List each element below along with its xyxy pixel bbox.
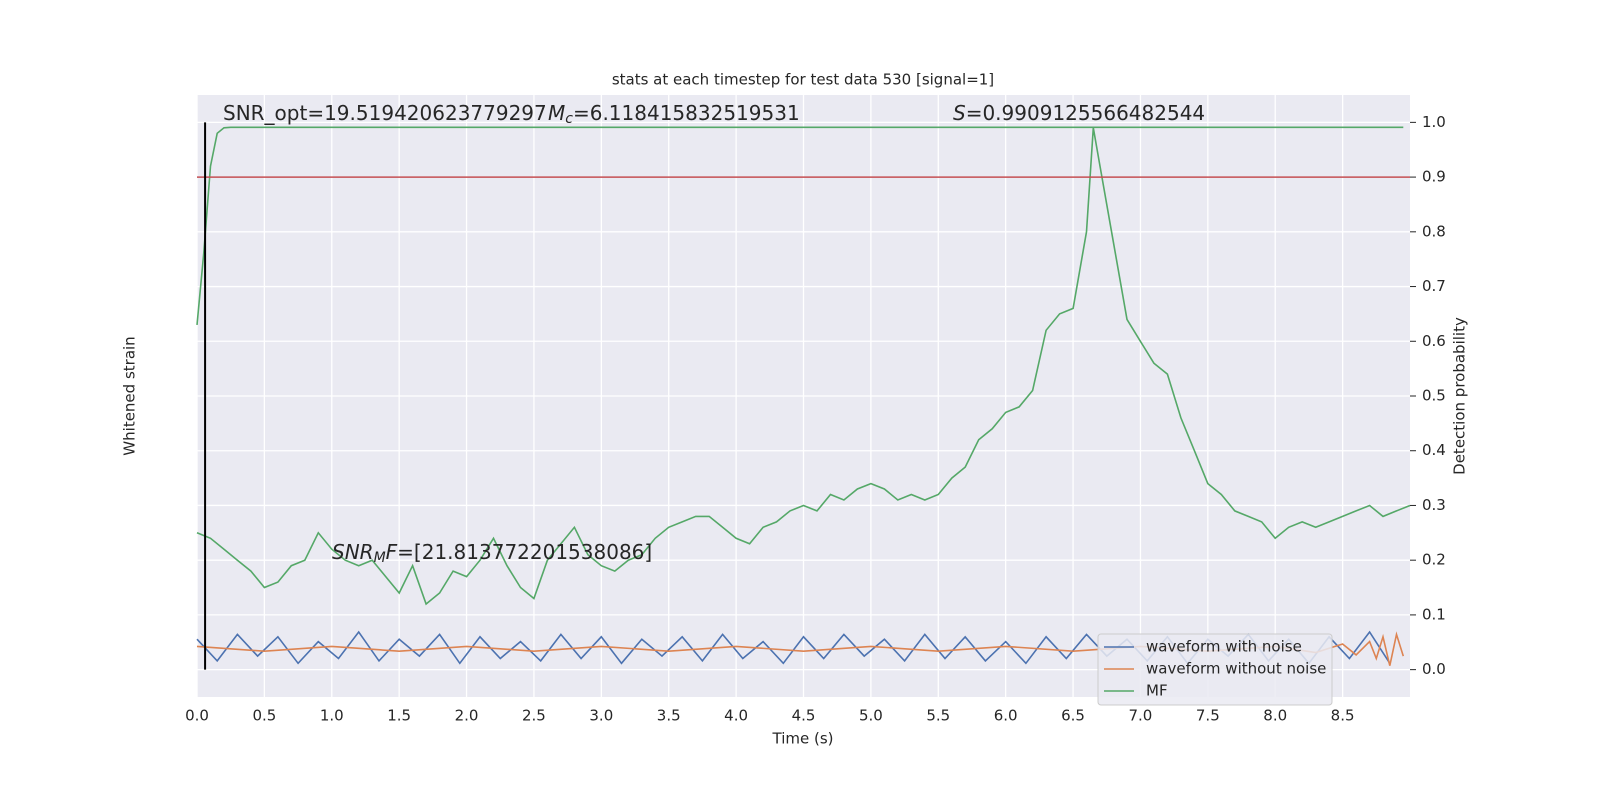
x-tick-label: 7.5 bbox=[1196, 707, 1220, 725]
annotation-part: =6.118415832519531 bbox=[573, 101, 800, 125]
annotation-part: M bbox=[548, 101, 565, 125]
y-tick-label: 0.9 bbox=[1422, 168, 1446, 186]
x-tick-label: 6.5 bbox=[1061, 707, 1085, 725]
x-tick-label: 4.0 bbox=[724, 707, 748, 725]
annotation: SNRMF=[21.813772201538086] bbox=[332, 540, 652, 567]
y-tick-label: 0.6 bbox=[1422, 332, 1446, 350]
y-tick-label: 0.4 bbox=[1422, 441, 1446, 459]
annotation-part: c bbox=[565, 111, 573, 127]
x-axis-label: Time (s) bbox=[772, 730, 834, 748]
x-tick-label: 7.0 bbox=[1129, 707, 1153, 725]
annotation-part: SNR_opt=19.519420623779297 bbox=[223, 101, 547, 125]
annotation-part: S bbox=[953, 101, 966, 125]
y-tick-label: 0.0 bbox=[1422, 660, 1446, 678]
x-tick-label: 3.0 bbox=[589, 707, 613, 725]
annotation-part: M bbox=[374, 550, 386, 566]
x-tick-label: 0.5 bbox=[252, 707, 276, 725]
cumulative-line bbox=[196, 126, 1404, 325]
legend-label: MF bbox=[1146, 682, 1168, 700]
y2-axis-label: Whitened strain bbox=[121, 336, 139, 455]
series-line bbox=[196, 127, 1411, 606]
x-tick-label: 1.5 bbox=[387, 707, 411, 725]
x-tick-label: 3.5 bbox=[657, 707, 681, 725]
annotation-part: F bbox=[386, 540, 398, 564]
annotation-part: =0.9909125566482544 bbox=[966, 101, 1205, 125]
x-tick-label: 1.0 bbox=[320, 707, 344, 725]
x-tick-label: 0.0 bbox=[185, 707, 209, 725]
annotation-part: SNR bbox=[332, 540, 374, 564]
x-tick-label: 6.0 bbox=[994, 707, 1018, 725]
x-tick-label: 5.5 bbox=[926, 707, 950, 725]
y-tick-label: 0.7 bbox=[1422, 277, 1446, 295]
y-axis-label: Detection probability bbox=[1451, 317, 1469, 475]
y-tick-label: 1.0 bbox=[1422, 113, 1446, 131]
annotation: Mc=6.118415832519531 bbox=[548, 101, 800, 128]
chart-title: stats at each timestep for test data 530… bbox=[612, 71, 994, 89]
annotation: SNR_opt=19.519420623779297 bbox=[223, 101, 547, 125]
x-tick-label: 4.5 bbox=[792, 707, 816, 725]
y-tick-label: 0.5 bbox=[1422, 387, 1446, 405]
x-tick-label: 8.5 bbox=[1331, 707, 1355, 725]
legend-box bbox=[1097, 633, 1333, 706]
x-tick-label: 2.0 bbox=[455, 707, 479, 725]
y-tick-label: 0.1 bbox=[1422, 605, 1446, 623]
x-tick-label: 8.0 bbox=[1263, 707, 1287, 725]
annotation-part: =[21.813772201538086] bbox=[397, 540, 652, 564]
annotation: S=0.9909125566482544 bbox=[953, 101, 1205, 125]
y-tick-label: 0.3 bbox=[1422, 496, 1446, 514]
y-tick-label: 0.2 bbox=[1422, 551, 1446, 569]
x-tick-label: 5.0 bbox=[859, 707, 883, 725]
x-tick-label: 2.5 bbox=[522, 707, 546, 725]
series-line bbox=[196, 631, 1405, 666]
legend-label: waveform without noise bbox=[1146, 660, 1326, 678]
y-tick-label: 0.8 bbox=[1422, 222, 1446, 240]
legend-label: waveform with noise bbox=[1146, 638, 1302, 656]
